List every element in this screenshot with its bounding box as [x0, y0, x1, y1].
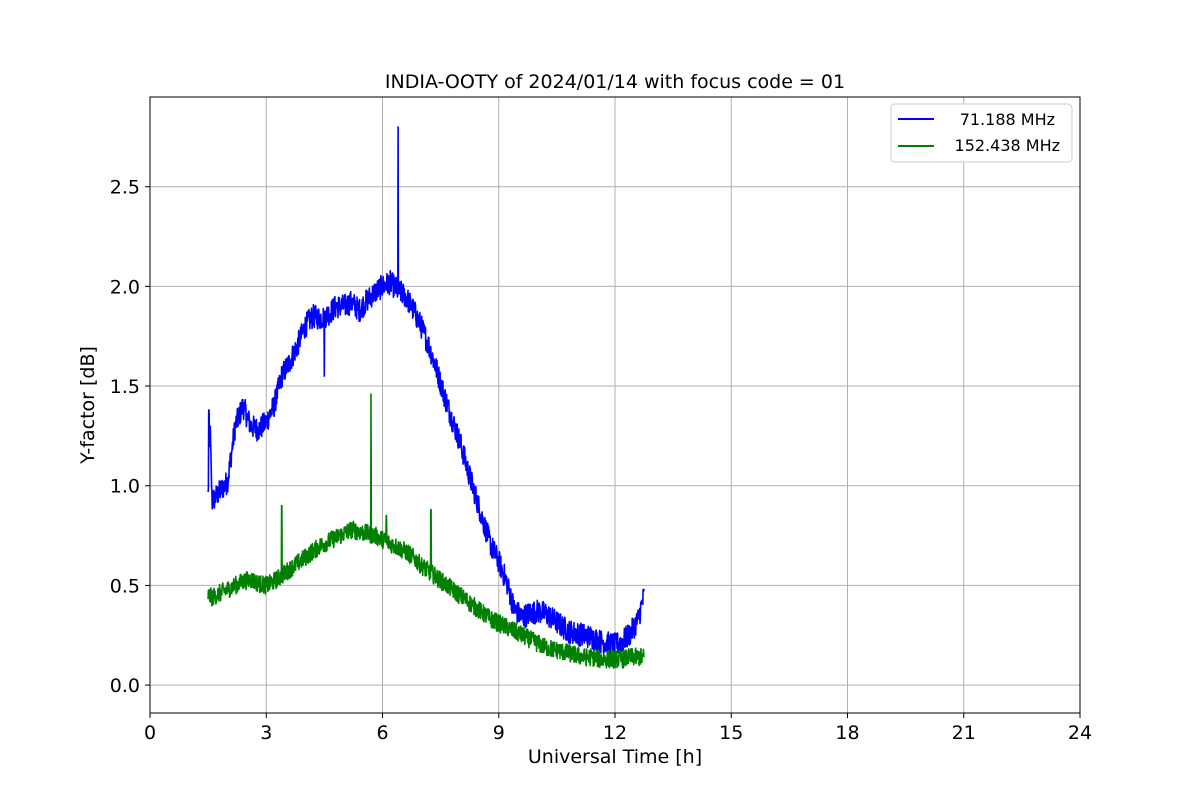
y-tick-label: 1.5	[110, 376, 140, 398]
x-tick-label: 6	[376, 722, 388, 744]
y-tick-label: 0.5	[110, 575, 140, 597]
grid-layer	[149, 97, 1081, 713]
y-tick-label: 2.0	[110, 276, 140, 298]
x-tick-label: 3	[260, 722, 272, 744]
x-tick-label: 24	[1068, 722, 1092, 744]
x-tick-label: 18	[835, 722, 859, 744]
legend-label-blue: 71.188 MHz	[960, 110, 1055, 129]
legend: 71.188 MHz 152.438 MHz	[890, 103, 1073, 163]
x-tick-label: 9	[493, 722, 505, 744]
y-tick-label: 1.0	[110, 476, 140, 498]
x-tick-label: 12	[603, 722, 627, 744]
series-layer	[207, 126, 645, 669]
x-tick-label: 0	[144, 722, 156, 744]
x-axis-label: Universal Time [h]	[528, 746, 702, 768]
chart-title: INDIA-OOTY of 2024/01/14 with focus code…	[385, 71, 845, 93]
x-tick-label: 15	[719, 722, 743, 744]
legend-label-green: 152.438 MHz	[955, 136, 1060, 155]
x-tick-label: 21	[952, 722, 976, 744]
y-tick-label: 0.0	[110, 675, 140, 697]
legend-box	[890, 103, 1073, 163]
series-line-green	[207, 393, 645, 669]
series-line-blue	[207, 126, 645, 656]
tick-layer: 0 3 6 9 12 15 18 21 24 0.0 0.5 1.0 1.5 2.0 2.5	[110, 177, 1092, 744]
y-tick-label: 2.5	[110, 177, 140, 199]
y-axis-label: Y-factor [dB]	[77, 346, 99, 465]
